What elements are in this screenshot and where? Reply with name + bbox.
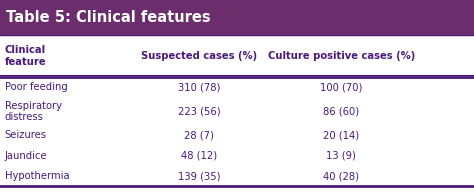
Text: 223 (56): 223 (56) (178, 106, 220, 116)
Text: Table 5: Clinical features: Table 5: Clinical features (6, 10, 210, 25)
Text: Jaundice: Jaundice (5, 151, 47, 161)
Text: 20 (14): 20 (14) (323, 130, 359, 140)
Text: Culture positive cases (%): Culture positive cases (%) (268, 51, 415, 61)
Bar (0, 0, 474, 35)
Text: 139 (35): 139 (35) (178, 171, 220, 181)
Text: 86 (60): 86 (60) (323, 106, 359, 116)
Text: Clinical
feature: Clinical feature (5, 45, 46, 67)
Text: 13 (9): 13 (9) (326, 151, 356, 161)
Text: 310 (78): 310 (78) (178, 82, 220, 92)
Text: 28 (7): 28 (7) (184, 130, 214, 140)
Text: 100 (70): 100 (70) (320, 82, 363, 92)
Text: 40 (28): 40 (28) (323, 171, 359, 181)
Text: Respiratory
distress: Respiratory distress (5, 101, 62, 122)
Text: Suspected cases (%): Suspected cases (%) (141, 51, 257, 61)
Text: Hypothermia: Hypothermia (5, 171, 69, 181)
Text: Seizures: Seizures (5, 130, 47, 140)
Text: 48 (12): 48 (12) (181, 151, 217, 161)
Text: Poor feeding: Poor feeding (5, 82, 67, 92)
